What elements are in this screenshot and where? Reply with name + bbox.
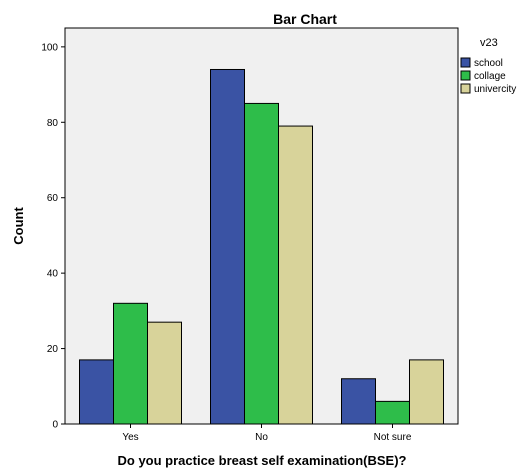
bar-univercity-yes	[147, 321, 182, 425]
chart-title: Bar Chart	[273, 11, 337, 27]
y-tick-label: 40	[47, 269, 59, 280]
bar-collage-not-sure	[375, 400, 410, 425]
x-tick-label: Yes	[122, 432, 138, 443]
bar-school-no	[210, 68, 245, 425]
y-tick-label: 0	[52, 420, 58, 431]
legend-swatch-univercity	[460, 83, 471, 94]
y-axis-title: Count	[11, 207, 26, 245]
legend-label-collage: collage	[474, 71, 506, 82]
bars	[79, 68, 444, 425]
y-tick-label: 60	[47, 193, 59, 204]
y-tick-label: 20	[47, 344, 59, 355]
bar-school-not-sure	[341, 378, 376, 425]
x-axis-title: Do you practice breast self examination(…	[118, 453, 407, 468]
legend: v23 school collage univercity	[460, 37, 516, 95]
bar-school-yes	[79, 359, 114, 425]
legend-label-univercity: univercity	[474, 84, 516, 95]
y-tick-label: 80	[47, 118, 59, 129]
bar-univercity-no	[278, 125, 313, 425]
legend-label-school: school	[474, 58, 503, 69]
bar-collage-yes	[113, 302, 148, 425]
legend-swatch-school	[460, 57, 471, 68]
x-tick-label: No	[255, 432, 268, 443]
x-tick-label: Not sure	[374, 432, 412, 443]
x-axis: Yes No Not sure	[122, 424, 412, 443]
bar-univercity-not-sure	[409, 359, 444, 425]
legend-swatch-collage	[460, 70, 471, 81]
bar-collage-no	[244, 102, 279, 425]
y-axis: 0 20 40 60 80 100	[41, 42, 65, 431]
legend-title: v23	[480, 37, 498, 49]
y-tick-label: 100	[41, 42, 58, 53]
